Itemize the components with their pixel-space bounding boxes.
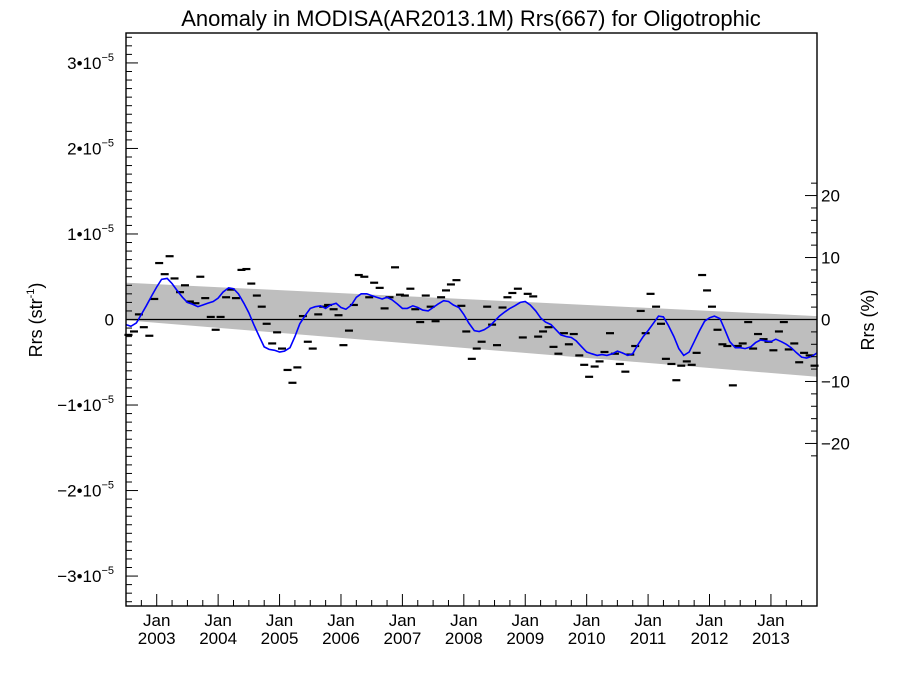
trend-uncertainty-band: [126, 282, 817, 377]
y-tick-exponent: −5: [101, 52, 114, 64]
y-tick-label: −2•10−5: [57, 480, 114, 501]
x-tick-month: Jan: [512, 611, 539, 630]
y-tick-mantissa: −3•10: [57, 567, 101, 586]
x-tick-month: Jan: [696, 611, 723, 630]
x-tick-year: 2010: [568, 629, 606, 648]
x-tick-month: Jan: [634, 611, 661, 630]
y-tick-label: 2•10−5: [67, 137, 114, 158]
x-tick-month: Jan: [450, 611, 477, 630]
y-tick-label: 1•10−5: [67, 223, 114, 244]
y-tick-mantissa: 1•10: [67, 225, 101, 244]
y-axis-title-exponent: -1: [25, 289, 37, 299]
y2-tick-label: 0: [821, 311, 830, 330]
smoothed-anomaly-line: [125, 277, 818, 359]
y2-axis-title: Rrs (%): [858, 290, 878, 351]
x-tick-month: Jan: [204, 611, 231, 630]
y2-tick-label: −20: [821, 434, 850, 453]
y-tick-mantissa: 2•10: [67, 139, 101, 158]
y-axis-title-close: ): [26, 283, 46, 289]
x-tick-year: 2008: [445, 629, 483, 648]
x-tick-month: Jan: [573, 611, 600, 630]
x-tick-year: 2004: [199, 629, 237, 648]
x-tick-year: 2012: [691, 629, 729, 648]
y-tick-exponent: −5: [101, 394, 114, 406]
left-y-axis: 3•10−52•10−51•10−50−1•10−5−2•10−5−3•10−5: [57, 36, 138, 603]
uncertainty-band-layer: [126, 282, 817, 377]
x-tick-year: 2009: [506, 629, 544, 648]
right-y-axis: 20 10 0 −10 −20: [805, 182, 850, 457]
x-tick-month: Jan: [143, 611, 170, 630]
y-tick-exponent: −5: [101, 137, 114, 149]
y-tick-label: −3•10−5: [57, 565, 114, 586]
x-tick-year: 2005: [261, 629, 299, 648]
x-tick-month: Jan: [266, 611, 293, 630]
y-tick-mantissa: −2•10: [57, 482, 101, 501]
x-tick-month: Jan: [389, 611, 416, 630]
y-tick-label: 3•10−5: [67, 52, 114, 73]
y-axis-title-main: Rrs (str: [26, 298, 46, 357]
x-tick-year: 2003: [138, 629, 176, 648]
y-tick-exponent: −5: [101, 565, 114, 577]
x-axis: Jan2003Jan2004Jan2005Jan2006Jan2007Jan20…: [125, 594, 818, 648]
y-tick-mantissa: −1•10: [57, 396, 101, 415]
y-tick-exponent: −5: [101, 223, 114, 235]
y-tick-exponent: −5: [101, 480, 114, 492]
y-tick-label: −1•10−5: [57, 394, 114, 415]
x-tick-month: Jan: [757, 611, 784, 630]
y-axis-title: Rrs (str-1): [25, 283, 46, 358]
x-tick-year: 2006: [322, 629, 360, 648]
x-tick-year: 2007: [383, 629, 421, 648]
y2-tick-label: −10: [821, 372, 850, 391]
y-tick-mantissa: 0: [105, 311, 114, 330]
x-tick-year: 2013: [752, 629, 790, 648]
chart-title: Anomaly in MODISA(AR2013.1M) Rrs(667) fo…: [181, 6, 761, 31]
y-tick-mantissa: 3•10: [67, 54, 101, 73]
y-tick-label: 0: [105, 311, 114, 330]
x-tick-year: 2011: [630, 629, 667, 648]
y2-tick-label: 20: [821, 187, 840, 206]
y2-tick-label: 10: [821, 249, 840, 268]
x-tick-month: Jan: [327, 611, 354, 630]
